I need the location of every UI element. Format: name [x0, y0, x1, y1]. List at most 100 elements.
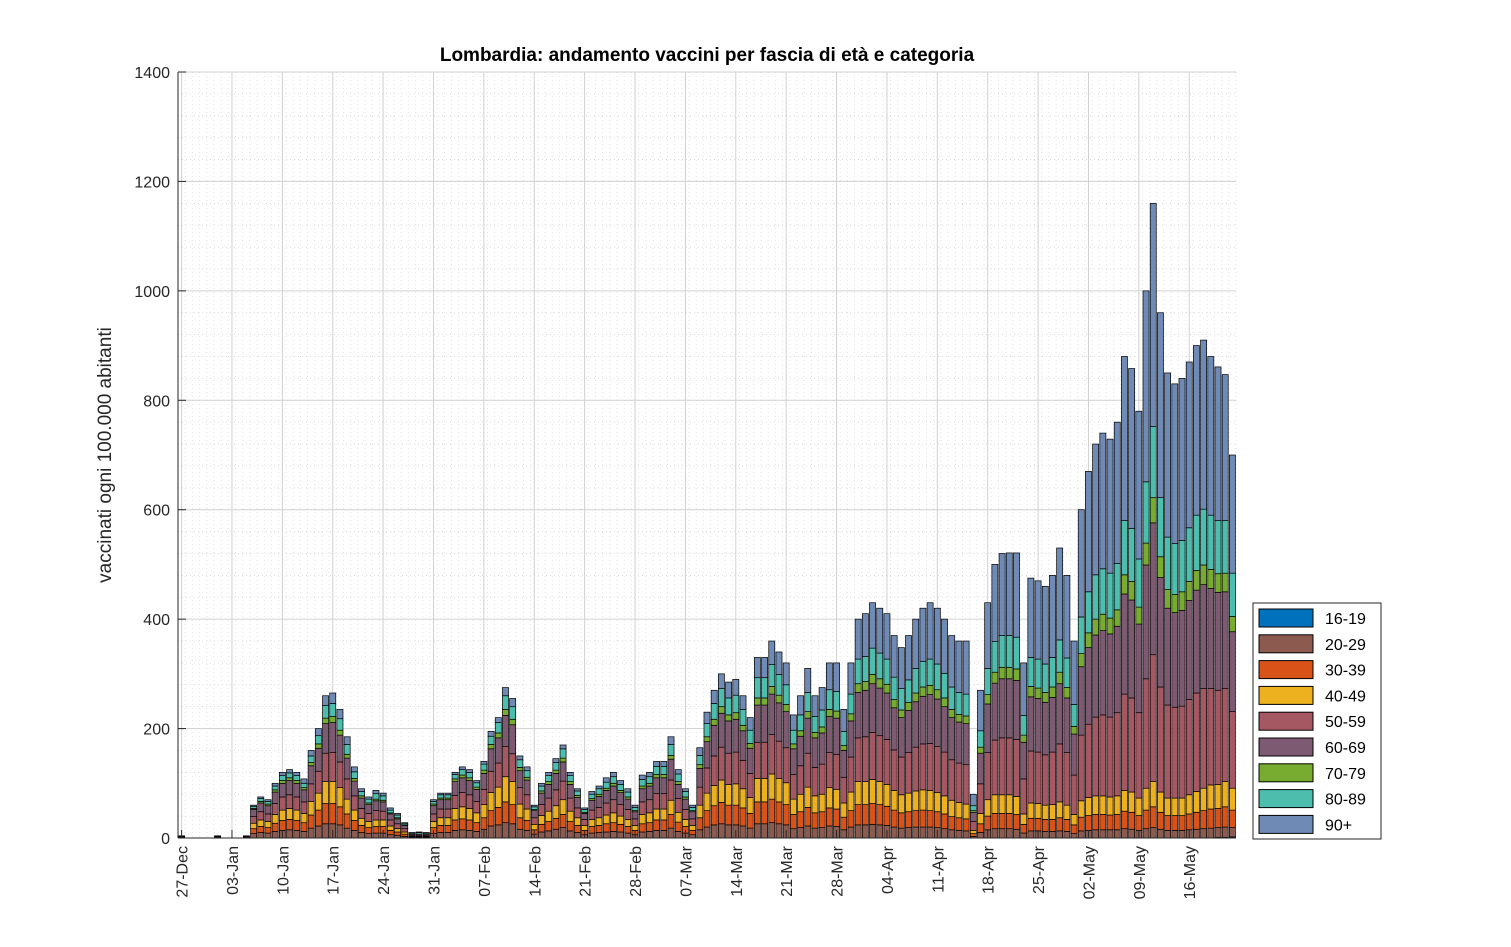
bar-segment-40-49: [984, 799, 992, 817]
bar-segment-30-39: [660, 819, 668, 831]
y-tick-label: 400: [143, 612, 170, 629]
bar-segment-60-69: [494, 737, 502, 764]
bar-segment-60-69: [1113, 625, 1121, 714]
bar-segment-90+: [250, 804, 257, 807]
bar-segment-70-79: [897, 709, 905, 718]
bar-segment-50-59: [811, 767, 819, 797]
legend-swatch-30-39: [1258, 660, 1314, 680]
bar-segment-30-39: [595, 825, 603, 833]
bar-segment-90+: [336, 709, 344, 720]
bar-segment-40-49: [278, 809, 286, 821]
bar-segment-40-49: [250, 822, 257, 830]
bar-segment-20-29: [444, 832, 452, 839]
bar-segment-90+: [1178, 378, 1186, 541]
bar-segment-50-59: [1171, 706, 1179, 799]
bar-segment-90+: [718, 673, 725, 689]
bar-segment-50-59: [984, 752, 992, 801]
bar-segment-30-39: [646, 822, 653, 832]
bar-segment-90+: [818, 687, 826, 711]
bar-segment-80-89: [1229, 572, 1236, 617]
bar-segment-50-59: [919, 743, 927, 791]
bar-segment-40-49: [631, 825, 639, 831]
bar-segment-60-69: [962, 723, 970, 766]
bar-segment-50-59: [588, 809, 596, 820]
bar-segment-70-79: [566, 781, 574, 785]
bar-segment-40-49: [912, 790, 920, 812]
bar-segment-50-59: [782, 747, 790, 784]
bar-segment-60-69: [1135, 623, 1143, 714]
legend-label-40-49: 40-49: [1325, 688, 1366, 705]
bar-segment-40-49: [545, 810, 553, 822]
bar-segment-20-29: [804, 825, 812, 839]
x-tick-label: 21-Mar: [779, 845, 796, 896]
bar-segment-60-69: [646, 785, 653, 801]
bar-segment-70-79: [509, 718, 517, 726]
bar-segment-80-89: [905, 679, 912, 703]
bar-segment-90+: [422, 832, 430, 834]
bar-segment-60-69: [861, 689, 869, 738]
bar-segment-80-89: [509, 706, 517, 720]
bar-segment-20-29: [638, 831, 646, 839]
bar-segment-30-39: [869, 803, 876, 825]
bar-segment-80-89: [689, 807, 696, 811]
bar-segment-60-69: [538, 792, 545, 805]
bar-segment-30-39: [962, 818, 970, 832]
y-tick-label: 600: [143, 503, 170, 520]
bar-segment-40-49: [293, 809, 301, 821]
x-tick-label: 04-Apr: [880, 845, 897, 894]
bar-segment-90+: [1092, 443, 1100, 576]
bar-segment-70-79: [998, 666, 1006, 680]
bar-segment-60-69: [1200, 584, 1207, 689]
bar-segment-20-29: [876, 824, 884, 839]
bar-segment-80-89: [948, 686, 956, 710]
bar-segment-30-39: [1214, 808, 1222, 828]
bar-segment-40-49: [804, 786, 812, 808]
bar-segment-80-89: [1207, 514, 1215, 570]
bar-segment-30-39: [1164, 815, 1171, 831]
bar-segment-60-69: [1013, 680, 1020, 740]
bar-segment-80-89: [574, 790, 581, 796]
bar-segment-90+: [646, 771, 653, 778]
bar-segment-20-29: [1092, 829, 1100, 839]
bar-segment-90+: [1171, 383, 1179, 544]
bar-segment-90+: [977, 689, 984, 732]
bar-segment-80-89: [394, 814, 401, 819]
bar-segment-90+: [638, 774, 646, 780]
bar-segment-50-59: [1099, 714, 1107, 797]
bar-segment-30-39: [703, 810, 711, 828]
bar-segment-20-29: [602, 831, 610, 839]
bar-segment-50-59: [545, 797, 553, 812]
bar-segment-90+: [782, 662, 790, 686]
bar-segment-60-69: [811, 737, 819, 768]
bar-segment-20-29: [1049, 831, 1056, 839]
legend-swatch-90+: [1258, 814, 1314, 834]
bar-segment-20-29: [466, 829, 473, 839]
bar-segment-50-59: [314, 770, 322, 794]
bar-segment-30-39: [689, 829, 696, 836]
bar-segment-80-89: [307, 755, 315, 763]
bar-segment-40-49: [1085, 797, 1092, 816]
bar-segment-20-29: [674, 831, 682, 839]
bar-segment-50-59: [746, 773, 754, 798]
bar-segment-40-49: [789, 798, 797, 815]
bar-segment-40-49: [365, 821, 373, 828]
bar-segment-40-49: [1149, 781, 1157, 808]
bar-segment-80-89: [523, 770, 531, 778]
bar-segment-90+: [804, 668, 812, 693]
bar-segment-70-79: [1164, 589, 1171, 609]
bar-segment-40-49: [1041, 804, 1049, 820]
bar-segment-70-79: [667, 755, 675, 760]
bar-segment-60-69: [314, 747, 322, 772]
bar-segment-80-89: [797, 714, 804, 732]
bar-segment-50-59: [574, 807, 581, 819]
bar-segment-60-69: [624, 798, 632, 810]
bar-segment-60-69: [682, 798, 689, 810]
bar-segment-80-89: [969, 805, 977, 811]
bar-segment-80-89: [818, 709, 826, 728]
bar-segment-40-49: [761, 778, 768, 803]
bar-segment-90+: [552, 758, 560, 763]
bar-segment-40-49: [933, 792, 941, 813]
legend-swatch-80-89: [1258, 789, 1314, 809]
bar-segment-70-79: [804, 711, 812, 719]
bar-segment-90+: [1085, 471, 1092, 593]
